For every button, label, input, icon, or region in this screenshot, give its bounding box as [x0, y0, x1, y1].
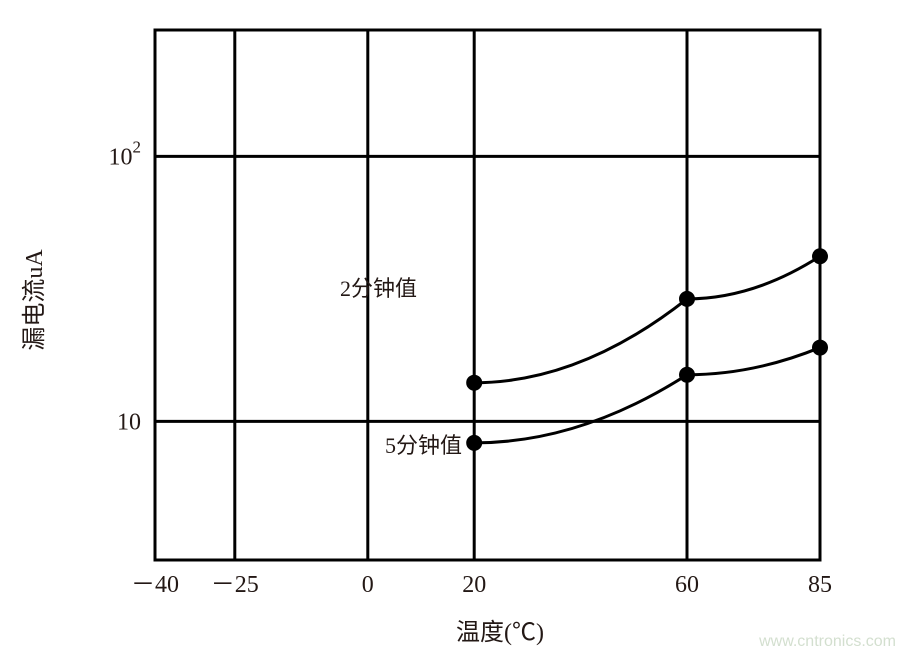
series-label-5min: 5分钟值	[385, 433, 462, 458]
series-marker-2min	[679, 291, 695, 307]
x-tick-label: －40	[131, 572, 179, 598]
y-tick-label: 10	[117, 409, 141, 435]
chart-svg: －40 －25 0 20 60 85 10 102 漏电流uA 温度(℃) 2分钟值 5分钟值…	[0, 0, 900, 650]
watermark: www.cntronics.com	[758, 633, 896, 650]
x-tick-label: －25	[211, 572, 259, 598]
series-label-2min: 2分钟值	[340, 276, 417, 301]
x-tick-label: 20	[462, 572, 486, 598]
y-axis-label: 漏电流uA	[21, 249, 48, 351]
chart-container: －40 －25 0 20 60 85 10 102 漏电流uA 温度(℃) 2分钟值 5分钟值…	[0, 0, 900, 650]
x-axis-label: 温度(℃)	[456, 619, 544, 646]
y-tick-label: 102	[109, 137, 142, 170]
x-tick-label: 60	[675, 572, 699, 598]
series-marker-2min	[812, 248, 828, 264]
x-tick-label: 0	[362, 572, 374, 598]
series-line-5min	[474, 348, 820, 443]
y-tick-labels: 10 102	[109, 137, 142, 435]
series-marker-5min	[679, 367, 695, 383]
x-tick-labels: －40 －25 0 20 60 85	[131, 572, 832, 598]
series-marker-2min	[466, 375, 482, 391]
series-marker-5min	[466, 435, 482, 451]
series-labels: 2分钟值 5分钟值	[340, 276, 462, 458]
series-marker-5min	[812, 340, 828, 356]
x-tick-label: 85	[808, 572, 832, 598]
